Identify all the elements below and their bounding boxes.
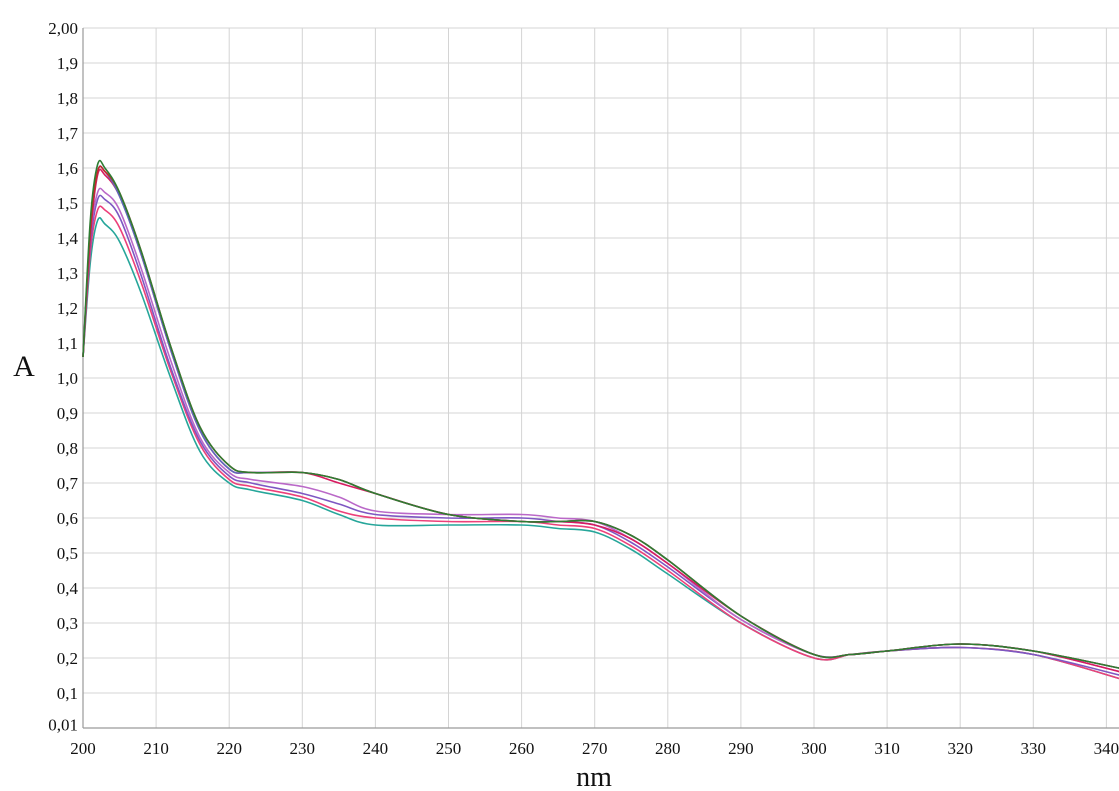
- series-line: [82, 165, 1119, 669]
- x-tick-label: 340: [1094, 739, 1119, 758]
- series-line: [82, 168, 1119, 673]
- y-tick-label: 0,5: [57, 544, 78, 563]
- x-tick-label: 200: [70, 739, 96, 758]
- x-tick-label: 260: [509, 739, 535, 758]
- y-tick-label: 0,4: [57, 579, 79, 598]
- y-tick-label: 1,9: [57, 54, 78, 73]
- y-tick-label: 0,1: [57, 684, 78, 703]
- series-line: [82, 187, 1119, 673]
- y-tick-label: 1,2: [57, 299, 78, 318]
- series-line: [82, 194, 1119, 676]
- x-tick-label: 230: [290, 739, 316, 758]
- y-tick-label: 0,9: [57, 404, 78, 423]
- x-tick-label: 210: [143, 739, 169, 758]
- y-axis-label: A: [13, 350, 35, 383]
- y-tick-label: 0,6: [57, 509, 78, 528]
- y-tick-label: 1,8: [57, 89, 78, 108]
- plot-area: [82, 159, 1119, 680]
- y-axis-ticks: 0,01 0,1 0,2 0,3 0,4 0,5 0,6 0,7 0,8 0,9 1,0 1,1 1,2…: [48, 19, 78, 735]
- y-tick-label: 1,1: [57, 334, 78, 353]
- x-tick-label: 320: [947, 739, 973, 758]
- x-tick-label: 310: [874, 739, 900, 758]
- y-tick-label: 0,01: [48, 716, 78, 735]
- y-tick-label: 1,4: [57, 229, 79, 248]
- x-tick-label: 220: [216, 739, 242, 758]
- y-tick-label: 0,7: [57, 474, 79, 493]
- series-line: [82, 159, 1119, 669]
- y-tick-label: 2,00: [48, 19, 78, 38]
- x-tick-label: 290: [728, 739, 754, 758]
- y-tick-label: 1,6: [57, 159, 78, 178]
- x-tick-label: 280: [655, 739, 681, 758]
- x-axis-label: nm: [576, 762, 612, 791]
- axes: [82, 28, 1119, 729]
- y-tick-label: 1,3: [57, 264, 78, 283]
- x-tick-label: 270: [582, 739, 608, 758]
- grid-lines: [83, 27, 1119, 728]
- y-tick-label: 1,7: [57, 124, 79, 143]
- x-tick-label: 240: [363, 739, 389, 758]
- y-tick-label: 0,8: [57, 439, 78, 458]
- series-line: [82, 165, 1119, 669]
- y-tick-label: 0,3: [57, 614, 78, 633]
- x-axis-ticks: 200 210 220 230 240 250 260 270 280 290 300 310 320 3…: [70, 739, 1119, 758]
- series-line: [82, 205, 1119, 680]
- y-tick-label: 1,5: [57, 194, 78, 213]
- x-tick-label: 330: [1021, 739, 1047, 758]
- y-tick-label: 1,0: [57, 369, 78, 388]
- x-tick-label: 250: [436, 739, 462, 758]
- y-tick-label: 0,2: [57, 649, 78, 668]
- x-tick-label: 300: [801, 739, 827, 758]
